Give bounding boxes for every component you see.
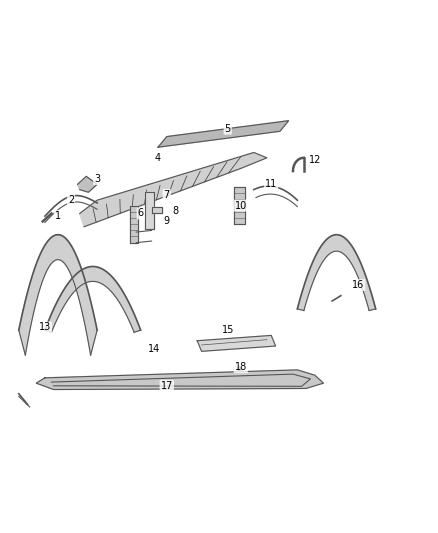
Text: 2: 2: [68, 195, 74, 205]
Text: 3: 3: [94, 174, 100, 184]
Text: 14: 14: [148, 344, 160, 354]
Polygon shape: [45, 266, 141, 332]
Polygon shape: [158, 120, 289, 147]
Text: 16: 16: [352, 280, 364, 290]
Text: 4: 4: [155, 153, 161, 163]
Text: 5: 5: [225, 124, 231, 134]
Text: 9: 9: [164, 216, 170, 227]
Polygon shape: [197, 335, 276, 351]
Text: 11: 11: [265, 179, 277, 189]
Text: 15: 15: [222, 325, 234, 335]
Polygon shape: [145, 192, 154, 229]
Polygon shape: [234, 187, 245, 224]
Text: 10: 10: [235, 200, 247, 211]
Polygon shape: [19, 235, 97, 355]
Text: 13: 13: [39, 322, 51, 333]
Polygon shape: [36, 370, 323, 390]
Text: 18: 18: [235, 362, 247, 372]
Text: 7: 7: [164, 190, 170, 200]
Polygon shape: [152, 207, 162, 214]
Text: 17: 17: [161, 381, 173, 391]
Text: 6: 6: [138, 208, 144, 219]
Polygon shape: [297, 235, 376, 311]
Text: 1: 1: [55, 211, 61, 221]
Polygon shape: [130, 206, 138, 243]
Text: 8: 8: [173, 206, 179, 216]
Text: 12: 12: [308, 156, 321, 165]
Polygon shape: [78, 176, 97, 192]
Polygon shape: [80, 152, 267, 227]
